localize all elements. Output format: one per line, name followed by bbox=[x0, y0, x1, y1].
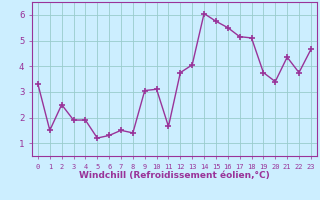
X-axis label: Windchill (Refroidissement éolien,°C): Windchill (Refroidissement éolien,°C) bbox=[79, 171, 270, 180]
